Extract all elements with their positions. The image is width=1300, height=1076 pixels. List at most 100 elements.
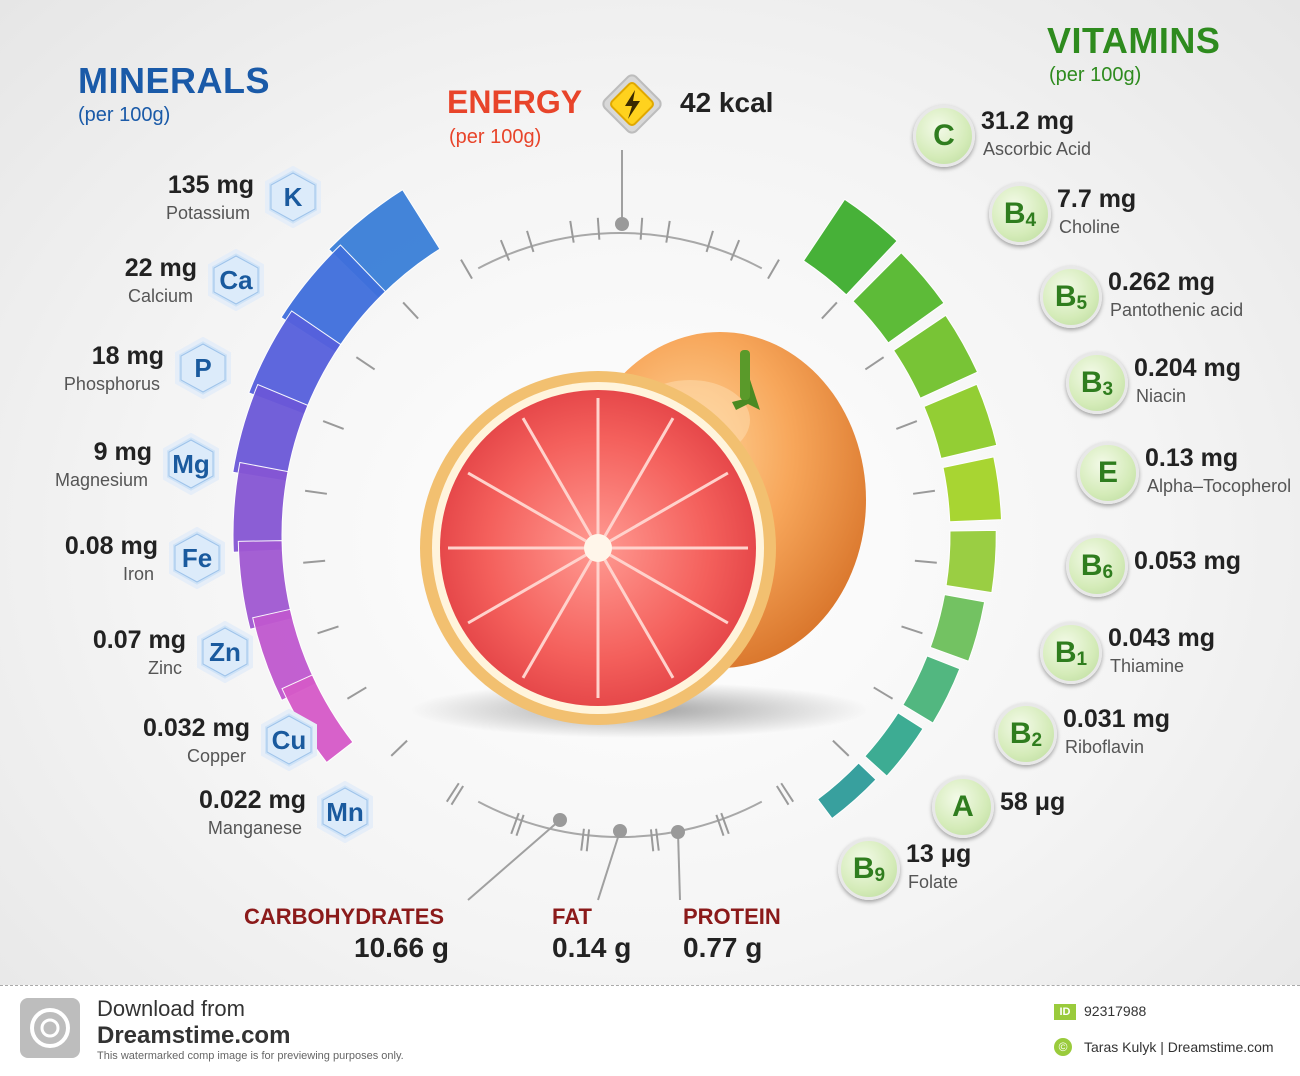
mineral-bar-arc — [232, 189, 441, 764]
vitamin-name: Choline — [1059, 217, 1121, 237]
element-symbol: K — [283, 182, 303, 212]
vitamin-letter-text: B — [1080, 366, 1103, 399]
dial-tick — [596, 217, 601, 240]
vitamin-badge: B3 — [1066, 352, 1128, 414]
vitamin-letter: B4 — [992, 186, 1048, 242]
dial-tick — [832, 739, 850, 757]
element-symbol: Ca — [219, 265, 253, 295]
mineral-name: Copper — [186, 746, 246, 766]
mineral-name: Magnesium — [54, 470, 148, 490]
mineral-value: 0.08 mg — [64, 532, 158, 560]
fruit-segment-divider — [597, 546, 729, 625]
carbohydrates-label: CARBOHYDRATES — [244, 904, 445, 929]
site-name[interactable]: Dreamstime.com — [97, 1022, 291, 1049]
vitamin-badge: B1 — [1040, 622, 1102, 684]
dial-tick — [499, 239, 511, 261]
dial-tick — [895, 420, 918, 430]
vitamin-index: 6 — [1102, 562, 1114, 583]
dial-tick — [767, 259, 780, 280]
vitamin-name: Folate — [908, 872, 959, 892]
energy-title: ENERGY — [447, 84, 583, 120]
left-nutrient-bar — [252, 608, 318, 702]
protein-value: 0.77 g — [683, 932, 763, 963]
fruit-segment-divider — [596, 547, 675, 679]
dial-tick — [780, 782, 795, 803]
grapefruit-illustration — [410, 332, 870, 738]
mineral-value: 22 mg — [124, 254, 197, 282]
macro-dot — [671, 825, 685, 839]
vitamin-letter: B9 — [841, 841, 897, 897]
vitamin-letter-text: B — [1080, 549, 1103, 582]
dial-tick — [649, 829, 655, 852]
vitamin-letter: B3 — [1069, 355, 1125, 411]
dial-tick — [390, 739, 408, 757]
dial-tick — [720, 812, 730, 835]
download-from-text: Download from — [97, 996, 245, 1021]
dial-tick — [510, 812, 520, 835]
top-dial-arc — [477, 232, 763, 270]
element-symbol-hexagon: Ca — [205, 249, 267, 311]
energy-value: 42 kcal — [680, 87, 774, 118]
vitamin-letter: A — [935, 779, 991, 835]
vitamin-value: 0.204 mg — [1134, 354, 1242, 382]
dial-tick — [402, 301, 419, 320]
vitamin-badge: B2 — [995, 703, 1057, 765]
vitamins-subtitle: (per 100g) — [1049, 64, 1142, 86]
dial-tick — [705, 230, 714, 253]
element-symbol: P — [194, 353, 212, 383]
right-nutrient-bar — [852, 252, 945, 344]
dial-tick — [715, 814, 725, 837]
vitamin-letter: B5 — [1043, 269, 1099, 325]
vitamin-index: 2 — [1031, 730, 1043, 751]
macro-connector — [467, 819, 561, 901]
element-symbol-hexagon: Zn — [194, 621, 256, 683]
vitamin-value: 0.13 mg — [1145, 444, 1239, 472]
dial-tick — [901, 625, 923, 635]
dial-tick — [655, 828, 660, 851]
left-nutrient-bar — [237, 540, 294, 630]
preview-note: This watermarked comp image is for previ… — [97, 1050, 404, 1062]
vitamin-name: Pantothenic acid — [1110, 300, 1244, 320]
mineral-value: 18 mg — [91, 342, 164, 370]
vitamin-badge: A — [932, 776, 994, 838]
dial-tick — [639, 217, 644, 240]
right-nutrient-bar — [929, 593, 986, 662]
vitamin-letter-text: C — [933, 119, 955, 152]
element-symbol: Mn — [326, 797, 364, 827]
macro-dot — [613, 824, 627, 838]
vitamin-letter: E — [1080, 445, 1136, 501]
mineral-name: Iron — [122, 564, 154, 584]
dial-tick — [355, 356, 376, 371]
dial-tick — [665, 220, 671, 243]
dial-tick — [580, 828, 585, 851]
vitamin-badge: B9 — [838, 838, 900, 900]
right-nutrient-bar — [902, 655, 961, 724]
right-nutrient-bar — [816, 762, 877, 820]
vitamin-index: 4 — [1025, 210, 1037, 231]
vitamin-letter: B1 — [1043, 625, 1099, 681]
element-symbol: Cu — [271, 725, 307, 755]
vitamin-letter-text: B — [852, 852, 875, 885]
carbohydrates-value: 10.66 g — [354, 932, 449, 963]
vitamin-value: 0.031 mg — [1063, 705, 1171, 733]
left-nutrient-bar — [232, 383, 309, 482]
vitamin-letter-text: B — [1054, 636, 1077, 669]
credit-text: Taras Kulyk | Dreamstime.com — [1084, 1039, 1274, 1055]
macro-connector — [597, 830, 621, 901]
mineral-name: Potassium — [165, 203, 250, 223]
energy-dot — [615, 217, 629, 231]
dial-tick — [304, 489, 328, 495]
element-symbol-hexagon: Mn — [314, 781, 376, 843]
element-symbol-hexagon: Mg — [160, 433, 222, 495]
vitamin-letter: B6 — [1069, 538, 1125, 594]
right-nutrient-bar — [802, 198, 898, 296]
copyright-icon: © — [1054, 1038, 1072, 1056]
fruit-segment-divider — [467, 471, 599, 550]
mineral-value: 135 mg — [167, 171, 254, 199]
minerals-subtitle: (per 100g) — [78, 104, 171, 126]
element-symbol-hexagon: Cu — [258, 709, 320, 771]
element-symbol: Zn — [209, 637, 241, 667]
minerals-title: MINERALS — [78, 60, 270, 101]
element-symbol: Mg — [172, 449, 210, 479]
vitamin-name: Niacin — [1136, 386, 1187, 406]
